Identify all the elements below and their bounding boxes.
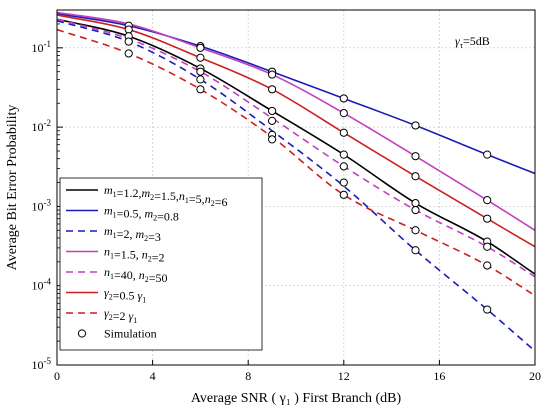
- series-line-4: [56, 11, 536, 231]
- x-tick-label: 12: [338, 369, 350, 383]
- simulation-point: [411, 121, 420, 130]
- simulation-point: [483, 261, 492, 270]
- y-tick-label: 10-5: [32, 356, 52, 372]
- simulation-point: [124, 49, 133, 58]
- simulation-point: [268, 135, 277, 144]
- series-line-2: [56, 12, 536, 175]
- simulation-point: [339, 109, 348, 118]
- legend-label: n1=40, n2=50: [104, 265, 168, 285]
- axis-ticks: 0 4 8 12 16 20 10-1 10-2 10-3 10-4 10-5: [32, 23, 541, 383]
- legend: m1=1.2,m2=1.5,n1=5,n2=6m1=0.5, m2=0.8m1=…: [59, 177, 263, 351]
- legend-label: γ2=2 γ1: [104, 306, 137, 325]
- legend-label: Simulation: [104, 327, 157, 341]
- legend-label: m1=0.5, m2=0.8: [104, 204, 179, 224]
- x-tick-label: 20: [529, 369, 541, 383]
- legend-label: n1=1.5, n2=2: [104, 245, 165, 265]
- y-tick-label: 10-4: [32, 277, 52, 293]
- series-line-1: [56, 18, 536, 275]
- series-lines: [56, 11, 536, 352]
- simulation-point: [411, 172, 420, 181]
- plot-frame: [56, 9, 536, 366]
- annotation: γτ=5dB: [455, 34, 490, 50]
- simulation-point: [483, 150, 492, 159]
- y-tick-label: 10-2: [32, 118, 52, 134]
- simulation-point: [339, 190, 348, 199]
- x-tick-label: 0: [54, 369, 60, 383]
- simulation-point: [411, 246, 420, 255]
- x-axis-title: Average SNR ( γ₁ ) First Branch (dB): [191, 391, 402, 406]
- simulation-point: [339, 150, 348, 159]
- x-tick-label: 8: [245, 369, 251, 383]
- simulation-point: [339, 178, 348, 187]
- y-tick-label: 10-3: [32, 197, 52, 213]
- x-tick-label: 16: [433, 369, 445, 383]
- series-line-7: [56, 28, 536, 297]
- simulation-point: [196, 53, 205, 62]
- simulation-point: [483, 196, 492, 205]
- simulation-markers: [124, 21, 492, 314]
- series-line-6: [56, 14, 536, 248]
- gamma-tau-annotation: γτ=5dB: [455, 34, 490, 50]
- simulation-point: [268, 106, 277, 116]
- simulation-point: [268, 116, 277, 125]
- simulation-point: [411, 199, 420, 208]
- simulation-point: [483, 214, 492, 223]
- simulation-point: [411, 152, 420, 161]
- x-tick-label: 4: [150, 369, 156, 383]
- simulation-point: [196, 67, 205, 76]
- simulation-point: [411, 226, 420, 235]
- legend-box: [59, 177, 263, 351]
- simulation-point: [339, 128, 348, 137]
- legend-label: m1=2, m2=3: [104, 224, 161, 244]
- legend-label: γ2=0.5 γ1: [104, 286, 146, 305]
- simulation-point: [339, 162, 348, 171]
- y-axis-title: Average Bit Error Probability: [5, 105, 20, 271]
- series-line-3: [56, 19, 536, 352]
- y-tick-label: 10-1: [32, 39, 52, 55]
- simulation-point: [339, 94, 348, 103]
- legend-marker: [77, 329, 87, 338]
- simulation-point: [268, 85, 277, 94]
- simulation-point: [483, 242, 492, 251]
- simulation-point: [483, 305, 492, 314]
- simulation-point: [196, 85, 205, 94]
- simulation-point: [411, 205, 420, 215]
- simulation-point: [196, 75, 205, 84]
- simulation-point: [124, 25, 133, 34]
- simulation-point: [268, 70, 277, 79]
- simulation-point: [196, 43, 205, 52]
- legend-label: m1=1.2,m2=1.5,n1=5,n2=6: [104, 183, 227, 209]
- series-line-5: [56, 18, 536, 278]
- simulation-point: [124, 37, 133, 46]
